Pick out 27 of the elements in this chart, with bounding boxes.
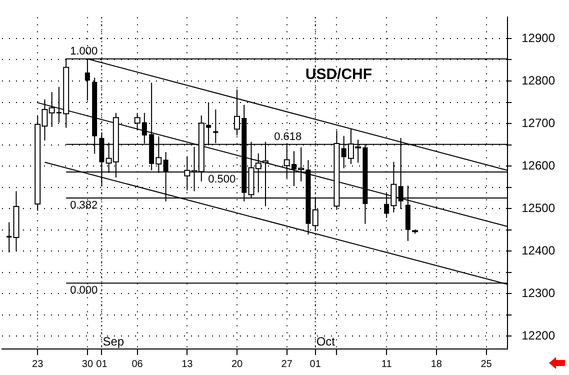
x-tick-label: 01 — [310, 358, 322, 370]
text: USD/CHF — [305, 66, 372, 84]
series-label: 0.382 — [70, 200, 98, 212]
x-tick-label: 27 — [281, 358, 293, 370]
x-tick-label: 30 — [82, 358, 94, 370]
x-tick-label: 06 — [132, 358, 144, 370]
y-tick-label: 12900 — [522, 30, 556, 45]
y-tick-label: 12600 — [522, 158, 556, 172]
y-tick-label: 12200 — [522, 328, 556, 343]
x-tick-label: 23 — [32, 358, 44, 370]
series-label: 0.000 — [70, 284, 98, 297]
ref-line-label: Oct — [316, 334, 336, 348]
y-tick-label: 12500 — [522, 200, 556, 215]
y-tick-label: 12300 — [522, 286, 556, 300]
y-tick-label: 12700 — [522, 116, 556, 130]
series-label: 0.618 — [274, 130, 302, 143]
x-tick-label: 20 — [231, 358, 244, 370]
series-label: 0.500 — [208, 174, 236, 186]
x-tick-label: 18 — [430, 358, 442, 370]
y-tick-label: 12800 — [522, 73, 556, 88]
x-tick-label: 13 — [182, 358, 194, 370]
x-tick-label: 01 — [96, 358, 108, 370]
ref-line-label: Sep — [102, 334, 124, 348]
x-tick-label: 11 — [381, 358, 392, 370]
series-label: 1.000 — [70, 45, 98, 58]
y-tick-label: 12400 — [522, 243, 556, 258]
x-tick-label: 25 — [480, 358, 492, 370]
